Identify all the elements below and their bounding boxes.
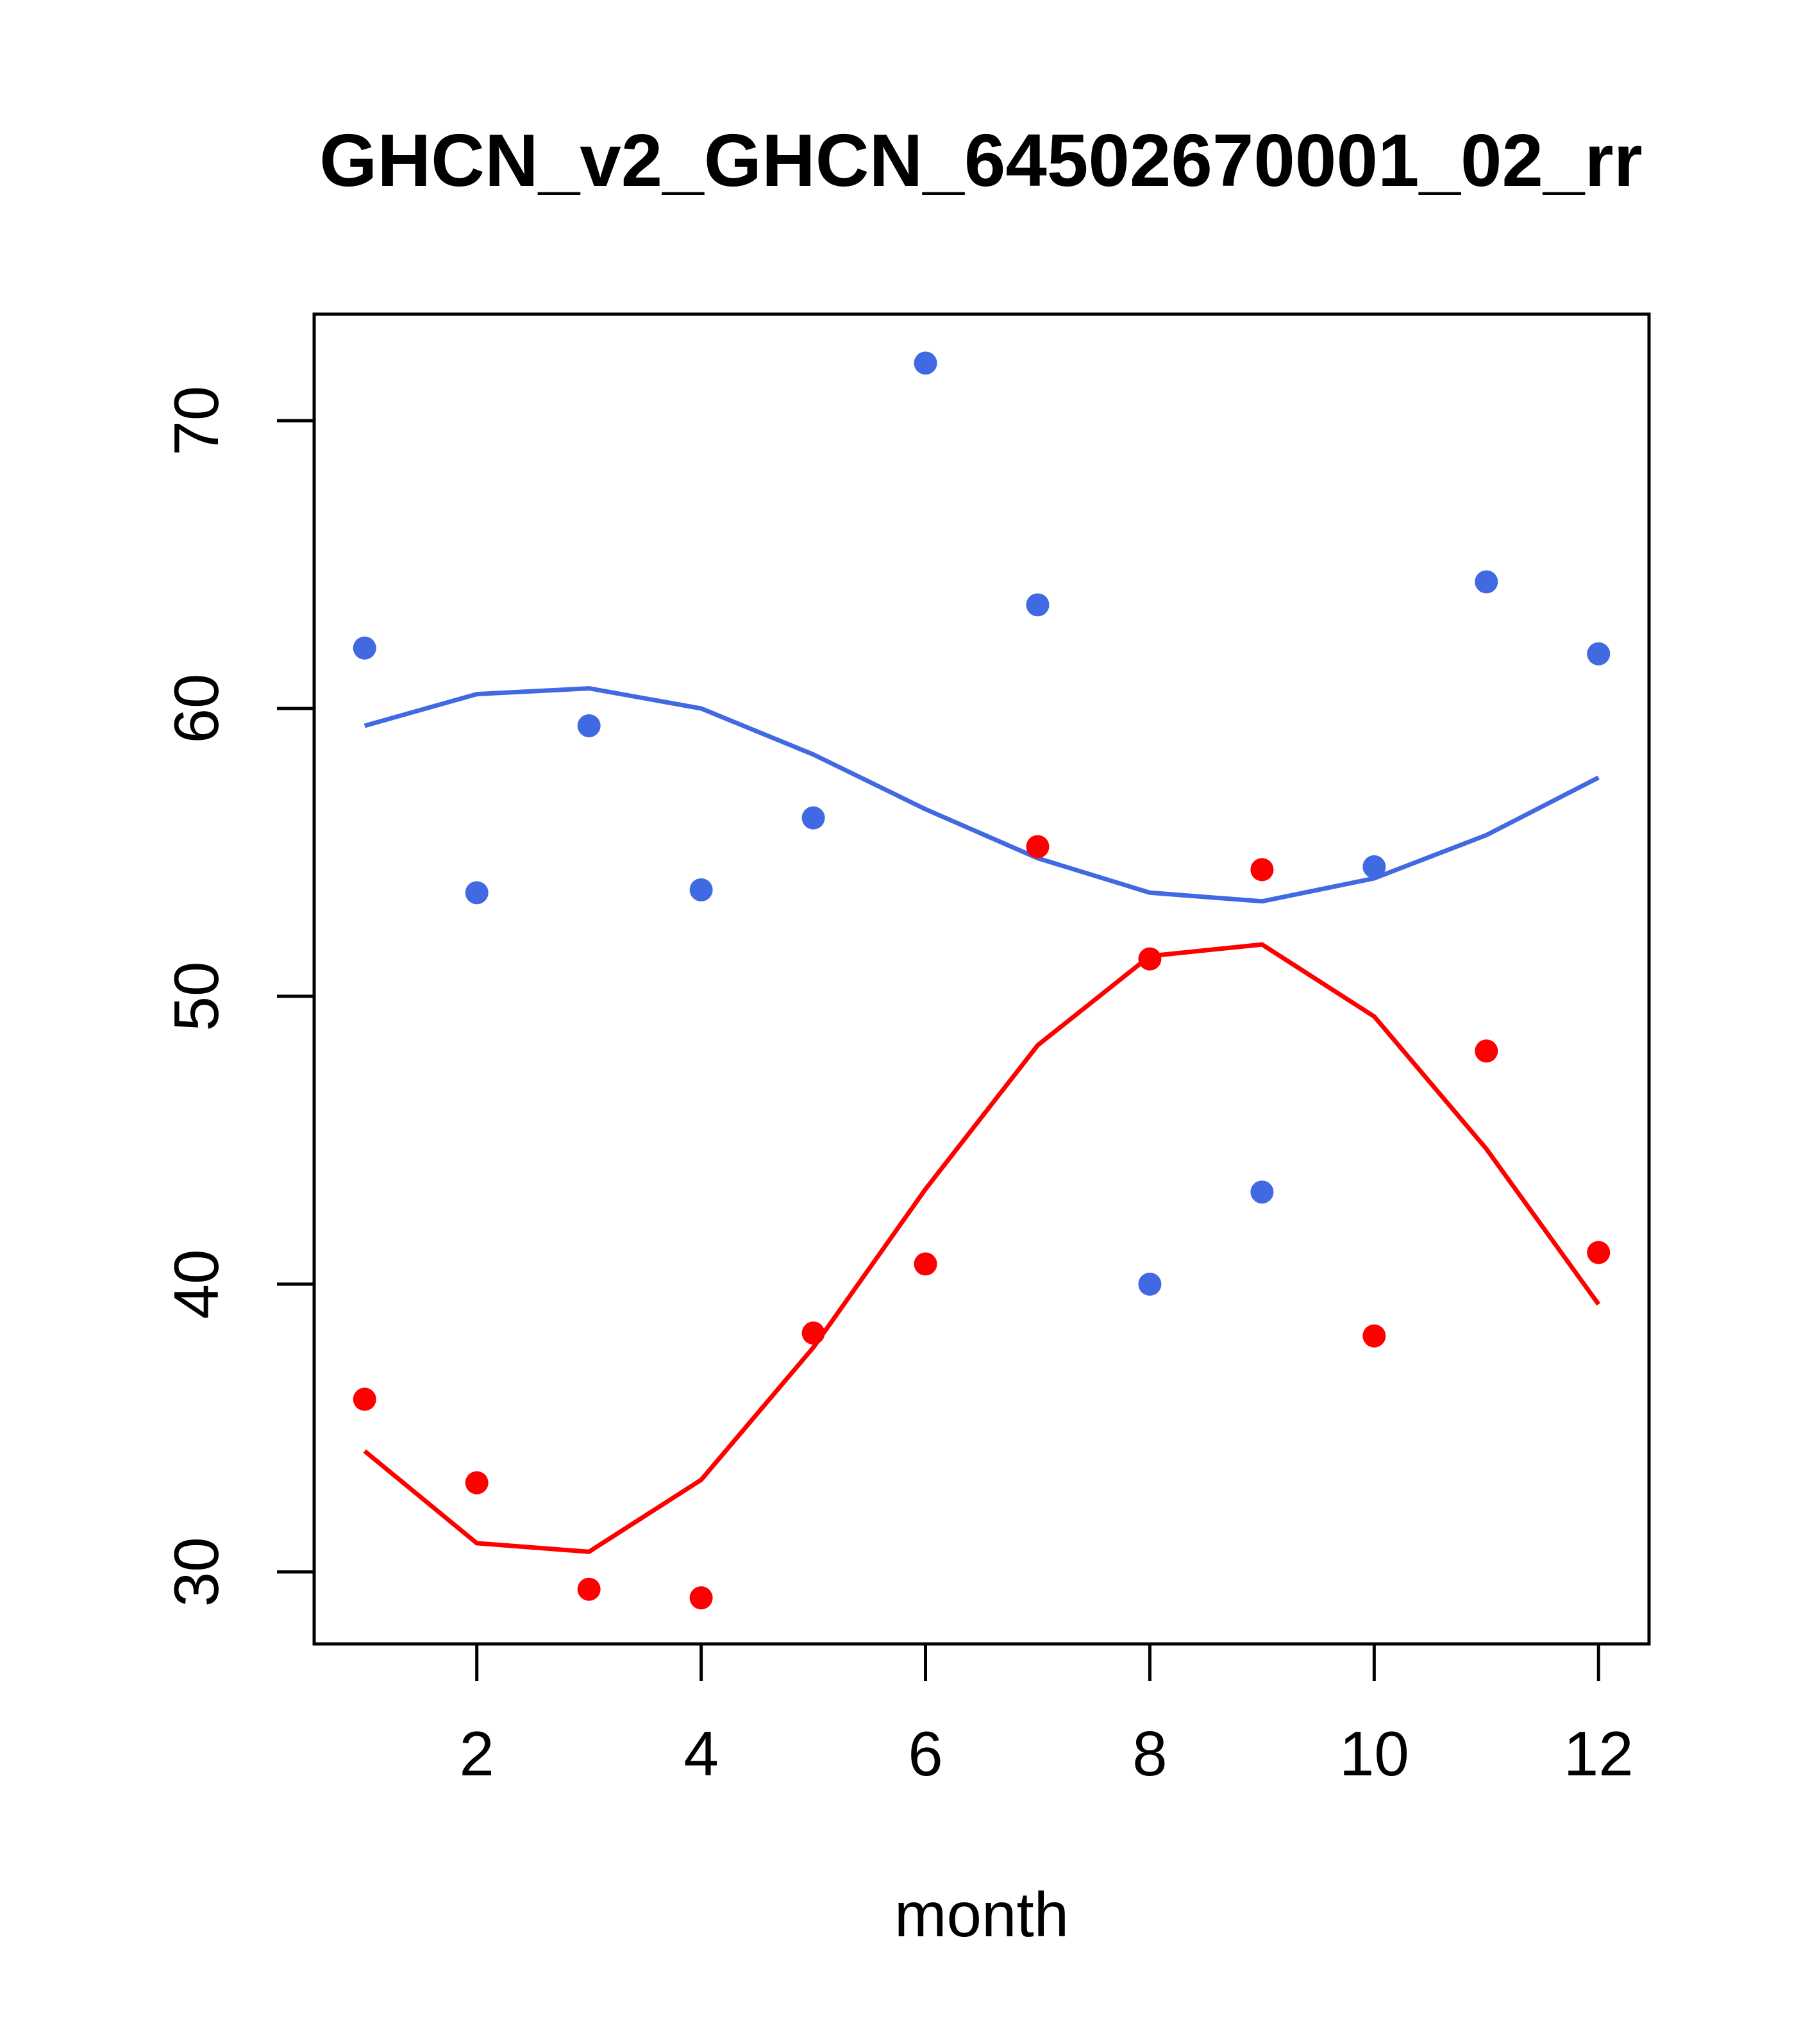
x-tick-label: 8	[1132, 1718, 1168, 1789]
series-2-point	[1138, 947, 1162, 971]
series-2-point	[1475, 1039, 1498, 1063]
series-2-point	[689, 1586, 713, 1610]
series-2-point	[465, 1471, 489, 1495]
y-tick-label: 30	[161, 1537, 231, 1607]
series-1-point	[353, 636, 376, 660]
x-tick-label: 4	[683, 1718, 719, 1789]
x-axis-label: month	[894, 1879, 1069, 1950]
series-1-point	[1362, 855, 1386, 878]
x-tick-label: 10	[1339, 1718, 1409, 1789]
y-axis: 30 40 50 60 70	[161, 386, 316, 1607]
series-1-point	[1026, 593, 1050, 617]
x-axis: 2 4 6 8 10 12	[459, 1642, 1634, 1789]
y-tick-label: 40	[161, 1249, 231, 1319]
series-1	[353, 351, 1611, 1296]
y-tick-label: 70	[161, 386, 231, 456]
series-1-point	[577, 714, 601, 737]
series-2-point	[577, 1577, 601, 1601]
series-layer	[353, 351, 1611, 1610]
y-tick-label: 60	[161, 674, 231, 744]
series-1-point	[914, 351, 937, 375]
series-2-point	[801, 1321, 825, 1345]
series-1-point	[1587, 642, 1611, 666]
series-1-point	[801, 806, 825, 830]
series-2-fit-line	[363, 942, 1601, 1554]
series-2	[353, 835, 1611, 1610]
series-1-point	[1250, 1180, 1274, 1204]
series-1-point	[689, 878, 713, 901]
series-1-point	[465, 881, 489, 905]
series-2-point	[1026, 835, 1050, 859]
series-1-point	[1138, 1272, 1162, 1296]
series-1-fit-line	[364, 686, 1600, 904]
series-2-point	[353, 1387, 376, 1411]
x-tick-label: 6	[908, 1718, 943, 1789]
chart-title: GHCN_v2_GHCN_64502670001_02_rr	[319, 119, 1643, 202]
series-2-point	[1362, 1324, 1386, 1348]
series-2-point	[914, 1252, 937, 1276]
x-tick-label: 12	[1564, 1718, 1634, 1789]
x-tick-label: 2	[459, 1718, 494, 1789]
y-tick-label: 50	[161, 961, 231, 1031]
series-2-point	[1587, 1241, 1611, 1264]
series-1-point	[1475, 570, 1498, 594]
series-2-point	[1250, 858, 1274, 882]
